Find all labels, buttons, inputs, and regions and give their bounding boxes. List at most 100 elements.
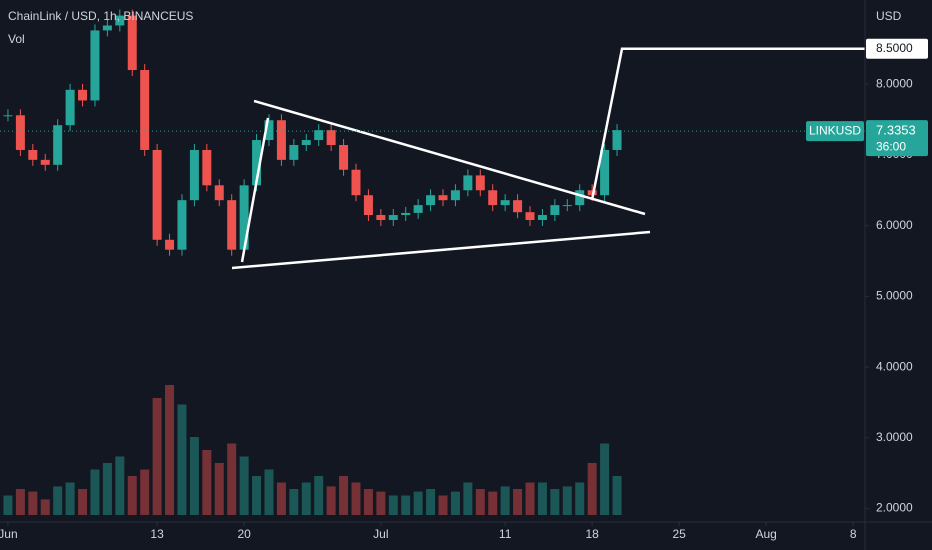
last-price-label: 7.3353: [876, 123, 916, 138]
candle-body: [40, 159, 50, 165]
volume-bar: [189, 437, 199, 515]
candle-body: [252, 140, 262, 186]
candle-body: [513, 200, 523, 213]
countdown-label: 36:00: [876, 139, 906, 153]
candle-body: [450, 190, 460, 201]
lower-trendline: [231, 230, 651, 270]
target-label: 8.5000: [876, 41, 913, 55]
x-tick-label: 20: [237, 527, 251, 541]
candle-body: [388, 215, 398, 220]
volume-bar: [301, 482, 311, 515]
volume-bar: [214, 463, 224, 515]
projection-line: [590, 47, 865, 200]
volume-label: Vol: [8, 32, 25, 46]
volume-bar: [102, 463, 112, 515]
y-tick-label: 2.0000: [876, 501, 913, 515]
volume-bar: [239, 456, 249, 515]
volume-bar: [575, 482, 585, 515]
volume-bar: [289, 489, 299, 515]
candle-body: [90, 30, 100, 101]
last-price-box: [866, 120, 928, 157]
candle-body: [227, 200, 237, 250]
volume-bar: [600, 443, 610, 515]
volume-bar: [587, 463, 597, 515]
price-layer: [3, 9, 622, 256]
volume-bar: [40, 499, 50, 515]
candle-body: [575, 190, 585, 206]
candle-body: [537, 215, 547, 220]
flagpole-line: [240, 117, 270, 263]
y-tick-label: 5.0000: [876, 289, 913, 303]
candle-body: [463, 175, 473, 191]
candle-body: [562, 205, 572, 207]
pattern-drawing: [231, 99, 651, 270]
x-tick-label: Jun: [0, 527, 18, 541]
volume-bar: [127, 476, 137, 515]
x-tick-label: Aug: [756, 527, 777, 541]
candle-body: [587, 190, 597, 196]
candle-body: [202, 149, 212, 186]
volume-bar: [488, 491, 498, 515]
candle-body: [525, 212, 535, 220]
candle-body: [264, 120, 274, 141]
x-tick-label: 8: [850, 527, 857, 541]
symbol-label-box: [806, 121, 864, 142]
volume-bar: [500, 486, 510, 515]
candle-body: [53, 125, 63, 165]
volume-bar: [438, 495, 448, 515]
candle-body: [3, 115, 13, 117]
x-tick-label: 13: [150, 527, 164, 541]
candle-body: [339, 145, 349, 170]
volume-bar: [537, 482, 547, 515]
volume-bar: [264, 469, 274, 515]
candle-body: [289, 145, 299, 160]
volume-bar: [426, 489, 436, 515]
y-tick-label: 4.0000: [876, 359, 913, 373]
volume-bar: [550, 489, 560, 515]
y-tick-label: 6.0000: [876, 218, 913, 232]
volume-bar: [475, 489, 485, 515]
candle-body: [152, 149, 162, 240]
candle-body: [314, 130, 324, 141]
candle-body: [115, 15, 125, 26]
x-tick-label: 11: [499, 527, 512, 541]
y-tick-label: 8.0000: [876, 76, 913, 90]
volume-bar: [140, 469, 150, 515]
volume-bar: [227, 443, 237, 515]
volume-bar: [165, 385, 175, 515]
volume-bar: [53, 486, 63, 515]
volume-bar: [351, 482, 361, 515]
candle-body: [363, 195, 373, 216]
candle-body: [140, 70, 150, 150]
candle-body: [214, 185, 224, 201]
candle-body: [301, 140, 311, 145]
volume-bar: [177, 404, 187, 515]
volume-bar: [363, 489, 373, 515]
upper-trendline: [253, 99, 646, 216]
volume-bar: [28, 491, 38, 515]
candle-body: [401, 212, 411, 216]
volume-bar: [612, 476, 622, 515]
candle-body: [351, 169, 361, 196]
candle-body: [15, 115, 25, 150]
volume-bar: [152, 398, 162, 515]
price-axis: [865, 0, 932, 550]
candle-body: [78, 89, 88, 101]
volume-bar: [401, 495, 411, 515]
candle-body: [177, 200, 187, 250]
volume-bar: [276, 482, 286, 515]
volume-bar: [202, 450, 212, 515]
volume-bar: [562, 486, 572, 515]
candle-body: [102, 25, 112, 31]
volume-bar: [388, 495, 398, 515]
candle-body: [239, 185, 249, 250]
volume-bar: [15, 489, 25, 515]
candle-body: [600, 149, 610, 196]
candle-body: [127, 15, 137, 71]
volume-bar: [314, 476, 324, 515]
candle-body: [500, 200, 510, 206]
volume-bar: [463, 482, 473, 515]
candle-body: [376, 215, 386, 220]
currency-label: USD: [876, 9, 902, 23]
